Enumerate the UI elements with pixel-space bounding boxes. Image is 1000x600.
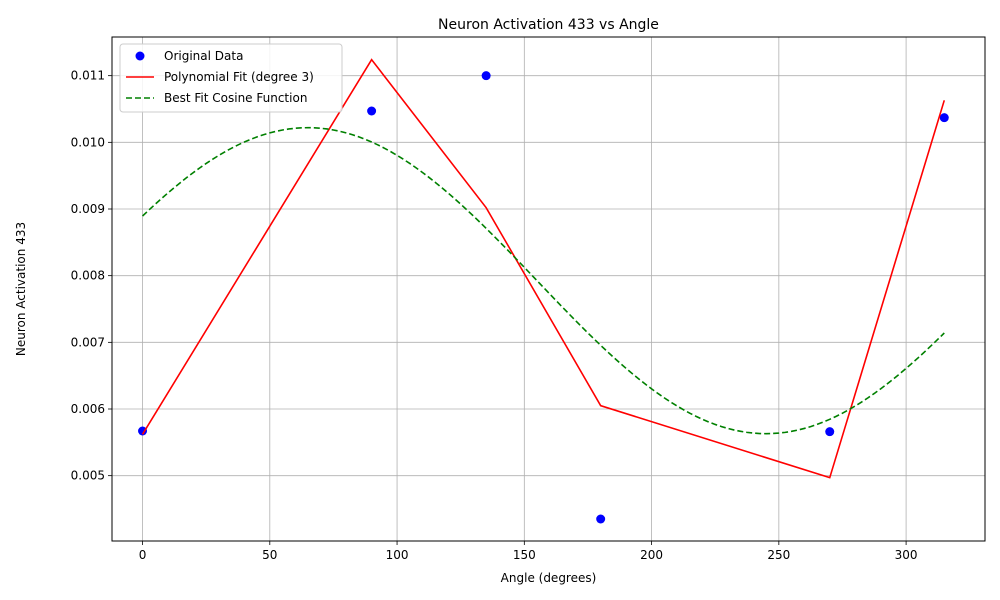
x-tick-label: 250 — [767, 548, 790, 562]
data-point — [367, 106, 377, 116]
grid — [112, 37, 985, 541]
y-tick-label: 0.010 — [71, 135, 105, 149]
data-point — [939, 113, 949, 123]
legend-label: Polynomial Fit (degree 3) — [164, 70, 314, 84]
x-tick-label: 150 — [513, 548, 536, 562]
y-tick-label: 0.009 — [71, 202, 105, 216]
polynomial-fit-line — [141, 58, 946, 479]
data-point — [138, 426, 148, 436]
y-axis-label: Neuron Activation 433 — [14, 222, 28, 356]
x-axis-label: Angle (degrees) — [501, 571, 597, 585]
legend-box — [119, 43, 343, 113]
legend: Original Data Polynomial Fit (degree 3) Be… — [119, 43, 343, 113]
data-point — [481, 71, 491, 81]
y-tick-label: 0.008 — [71, 269, 105, 283]
legend-label: Original Data — [164, 49, 243, 63]
legend-marker — [135, 51, 145, 61]
x-tick-label: 100 — [386, 548, 409, 562]
x-tick-label: 0 — [139, 548, 147, 562]
y-tick-label: 0.011 — [71, 69, 105, 83]
y-tick-label: 0.006 — [71, 402, 105, 416]
ticks: 0 50 100 150 200 250 300 0.005 0.006 0.007 0.008 0.… — [71, 69, 918, 562]
x-tick-label: 200 — [640, 548, 663, 562]
x-tick-label: 300 — [895, 548, 918, 562]
y-tick-label: 0.005 — [71, 469, 105, 483]
series-layer — [138, 58, 949, 524]
cosine-fit-line — [141, 126, 945, 435]
y-tick-label: 0.007 — [71, 335, 105, 349]
data-point — [825, 427, 835, 437]
x-tick-label: 50 — [262, 548, 277, 562]
data-point — [596, 514, 606, 524]
legend-label: Best Fit Cosine Function — [164, 91, 307, 105]
plot-frame — [111, 36, 986, 542]
chart-title: Neuron Activation 433 vs Angle — [438, 17, 659, 33]
